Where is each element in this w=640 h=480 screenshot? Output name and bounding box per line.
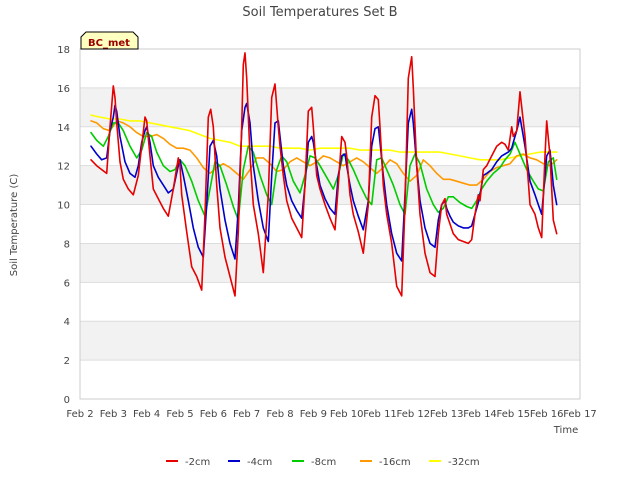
- x-tick-label: Feb 4: [133, 409, 160, 420]
- x-tick-label: Feb 11: [363, 409, 397, 420]
- x-tick-label: Feb 2: [66, 409, 93, 420]
- y-tick-label: 2: [64, 356, 70, 367]
- y-tick-labels: 0 2 4 6 8 10 12 14 16 18: [57, 45, 70, 406]
- series-lines: [90, 52, 558, 297]
- x-tick-label: Feb 10: [330, 409, 364, 420]
- legend-label: -8cm: [311, 457, 336, 468]
- plot-band: [80, 87, 580, 127]
- x-axis-label: Time: [553, 425, 578, 436]
- y-tick-label: 18: [57, 45, 70, 56]
- y-axis-label: Soil Temperature (C): [9, 174, 20, 277]
- legend-label: -32cm: [448, 457, 480, 468]
- station-badge-label: BC_met: [88, 38, 130, 49]
- y-tick-label: 14: [57, 123, 70, 134]
- series-line-minus-16cm: [90, 120, 558, 186]
- x-tick-labels: Feb 2 Feb 3 Feb 4 Feb 5 Feb 6 Feb 7 Feb 8 Feb 9…: [66, 409, 596, 420]
- x-tick-label: Feb 12: [397, 409, 431, 420]
- series-line-minus-2cm: [90, 52, 558, 297]
- x-tick-label: Feb 13: [430, 409, 464, 420]
- chart-title: Soil Temperatures Set B: [242, 5, 397, 20]
- y-tick-label: 0: [64, 395, 70, 406]
- x-tick-label: Feb 7: [233, 409, 260, 420]
- station-badge-box: [80, 31, 139, 50]
- x-tick-label: Feb 8: [266, 409, 293, 420]
- legend-label: -2cm: [185, 457, 210, 468]
- station-badge: BC_met: [80, 31, 139, 50]
- plot-frame: [79, 48, 581, 400]
- y-tick-label: 16: [57, 84, 70, 95]
- legend-label: -16cm: [379, 457, 411, 468]
- x-tick-label: Feb 14: [463, 409, 497, 420]
- y-tick-label: 6: [64, 278, 70, 289]
- plot-band: [80, 243, 580, 283]
- x-tick-label: Feb 15: [497, 409, 531, 420]
- plot-bands: [80, 87, 580, 361]
- x-tick-label: Feb 16: [530, 409, 564, 420]
- series-line-minus-32cm: [90, 114, 558, 161]
- plot-band: [80, 321, 580, 361]
- y-tick-label: 12: [57, 162, 70, 173]
- legend: -2cm -4cm -8cm -16cm -32cm: [166, 457, 480, 468]
- y-tick-label: 8: [64, 239, 70, 250]
- y-tick-label: 10: [57, 201, 70, 212]
- legend-label: -4cm: [247, 457, 272, 468]
- x-tick-label: Feb 17: [563, 409, 597, 420]
- x-tick-label: Feb 3: [100, 409, 127, 420]
- x-tick-label: Feb 6: [200, 409, 227, 420]
- x-tick-label: Feb 5: [166, 409, 193, 420]
- x-tick-label: Feb 9: [300, 409, 327, 420]
- y-tick-label: 4: [64, 317, 70, 328]
